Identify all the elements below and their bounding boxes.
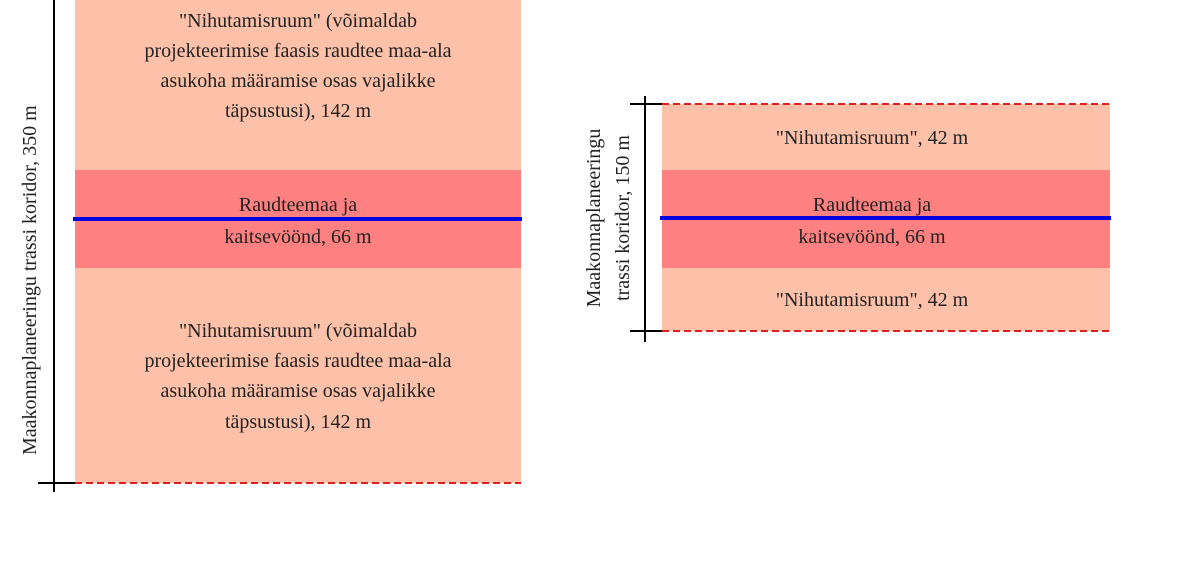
zone-text: täpsustusi), 142 m xyxy=(225,411,372,433)
top-zone xyxy=(662,104,1110,170)
zone-text: asukoha määramise osas vajalikke xyxy=(161,70,436,92)
axis-label: trassi koridor, 150 m xyxy=(612,135,634,301)
zone-text: täpsustusi), 142 m xyxy=(225,100,372,122)
zone-text: "Nihutamisruum", 42 m xyxy=(776,127,969,149)
zone-text: projekteerimise faasis raudtee maa-ala xyxy=(144,350,451,372)
zone-text: "Nihutamisruum" (võimaldab xyxy=(179,10,417,32)
zone-text: kaitsevöönd, 66 m xyxy=(224,226,372,248)
top-zone xyxy=(75,0,521,170)
zone-text: kaitsevöönd, 66 m xyxy=(798,226,946,248)
zone-text: "Nihutamisruum" (võimaldab xyxy=(179,320,417,342)
zone-text: Raudteemaa ja xyxy=(813,194,931,216)
bottom-zone xyxy=(662,268,1110,331)
bottom-zone xyxy=(75,268,521,483)
zone-text: Raudteemaa ja xyxy=(239,194,357,216)
zone-text: projekteerimise faasis raudtee maa-ala xyxy=(144,40,451,62)
zone-text: "Nihutamisruum", 42 m xyxy=(776,289,969,311)
zone-text: asukoha määramise osas vajalikke xyxy=(161,380,436,402)
axis-label: Maakonnaplaneeringu xyxy=(583,129,605,308)
axis-label: Maakonnaplaneeringu trassi koridor, 350 … xyxy=(19,105,41,455)
